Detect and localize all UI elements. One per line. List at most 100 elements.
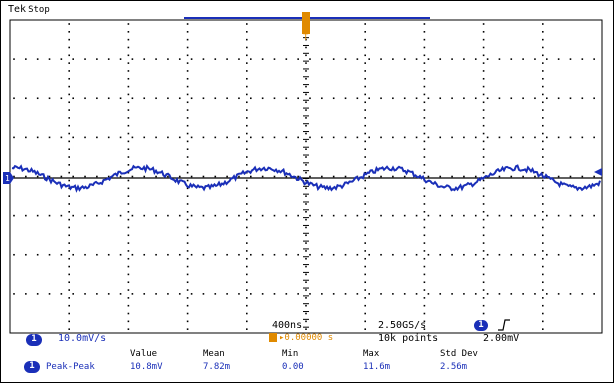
grid-dot	[273, 175, 276, 178]
grid-dot	[368, 175, 370, 178]
grid-dot	[423, 117, 426, 119]
grid-dot	[546, 97, 548, 100]
grid-dot	[186, 320, 189, 323]
grid-dot	[72, 214, 74, 217]
grid-dot	[344, 136, 347, 139]
grid-dot	[68, 31, 70, 33]
grid-dot	[127, 85, 130, 88]
grid-dot	[190, 97, 193, 100]
grid-dot	[127, 101, 130, 104]
grid-dot	[119, 97, 122, 100]
grid-dot	[364, 124, 366, 127]
grid-dot	[285, 58, 288, 60]
grid-dot	[423, 281, 426, 284]
grid-dot	[542, 218, 544, 221]
measurement-source-badge[interactable]	[24, 361, 40, 373]
grid-dot	[463, 97, 465, 100]
grid-dot	[451, 214, 453, 217]
grid-dot	[285, 175, 288, 178]
measurement-std-dev: 2.56m	[440, 362, 468, 372]
grid-dot	[68, 85, 70, 88]
channel-1-badge[interactable]	[26, 334, 42, 346]
grid-dot	[186, 38, 189, 41]
grid-dot	[202, 97, 205, 100]
grid-dot	[167, 293, 169, 295]
grid-dot	[522, 293, 524, 295]
grid-dot	[321, 175, 323, 178]
trigger-level[interactable]: 2.00mV	[483, 333, 520, 344]
grid-dot	[332, 97, 335, 100]
grid-dot	[364, 304, 366, 307]
grid-dot	[415, 58, 418, 60]
grid-dot	[68, 265, 70, 268]
grid-dot	[131, 136, 134, 139]
grid-dot	[593, 253, 595, 256]
grid-dot	[305, 148, 307, 150]
grid-dot	[96, 97, 98, 100]
grid-dot	[127, 93, 130, 96]
grid-dot	[364, 265, 366, 268]
grid-dot	[186, 250, 189, 252]
channel-1-scale[interactable]: 10.0mV/s	[58, 333, 107, 344]
grid-dot	[534, 293, 536, 295]
grid-dot	[542, 70, 544, 72]
grid-dot	[127, 328, 130, 330]
grid-dot	[167, 58, 169, 60]
grid-dot	[186, 23, 189, 25]
grid-dot	[364, 328, 366, 330]
grid-dot	[143, 97, 146, 100]
grid-dot	[226, 58, 228, 60]
grid-dot	[542, 234, 544, 237]
grid-dot	[321, 58, 323, 60]
grid-dot	[451, 293, 453, 295]
grid-dot	[380, 175, 382, 178]
grid-dot	[167, 214, 169, 217]
grid-dot	[250, 58, 252, 60]
grid-dot	[482, 312, 485, 315]
grid-dot	[364, 250, 366, 252]
grid-dot	[285, 293, 288, 295]
grid-dot	[119, 136, 122, 139]
grid-dot	[297, 253, 299, 256]
grid-dot	[178, 97, 181, 100]
grid-dot	[482, 304, 485, 307]
grid-dot	[119, 214, 122, 217]
measurement-name[interactable]: Peak-Peak	[46, 362, 95, 372]
grid-dot	[60, 175, 63, 178]
time-per-div[interactable]: 400ns	[272, 320, 303, 331]
grid-dot	[186, 226, 189, 229]
grid-dot	[474, 136, 477, 139]
grid-dot	[68, 23, 70, 25]
grid-dot	[273, 136, 276, 139]
grid-dot	[482, 265, 485, 268]
grid-dot	[305, 242, 307, 244]
grid-dot	[427, 175, 430, 178]
grid-dot	[214, 253, 217, 256]
grid-dot	[186, 77, 189, 80]
grid-dot	[423, 265, 426, 268]
grid-dot	[474, 58, 477, 60]
grid-dot	[482, 148, 485, 150]
grid-dot	[482, 257, 485, 260]
grid-dot	[581, 136, 584, 139]
grid-dot	[403, 293, 406, 295]
grid-dot	[305, 265, 307, 268]
grid-dot	[107, 214, 110, 217]
grid-dot	[415, 253, 418, 256]
grid-dot	[364, 297, 366, 299]
grid-dot	[127, 77, 130, 80]
grid-dot	[68, 304, 70, 307]
grid-dot	[84, 58, 86, 60]
grid-dot	[482, 289, 485, 291]
grid-dot	[246, 117, 248, 119]
grid-dot	[186, 179, 189, 182]
graticule-grid	[13, 21, 595, 330]
grid-dot	[13, 253, 15, 256]
grid-dot	[380, 253, 382, 256]
grid-dot	[423, 297, 426, 299]
trigger-source-badge[interactable]	[474, 320, 488, 331]
grid-dot	[68, 77, 70, 80]
grid-dot	[498, 97, 501, 100]
trigger-delay[interactable]: ▸0.00000 s	[279, 333, 334, 343]
grid-dot	[226, 136, 228, 139]
